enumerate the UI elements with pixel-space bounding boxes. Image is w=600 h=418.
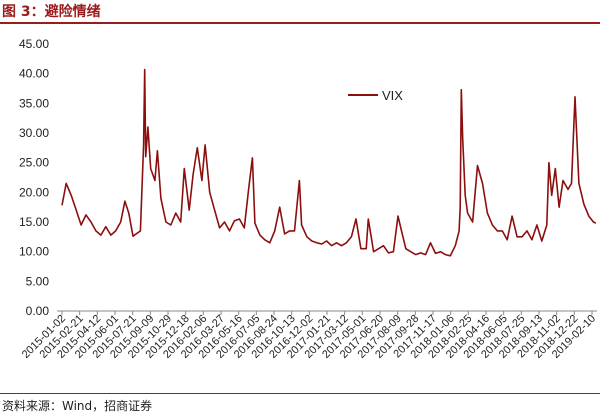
y-tick-label: 5.00 [26,274,50,288]
y-tick-label: 40.00 [19,67,49,81]
y-tick-label: 0.00 [26,304,50,318]
legend: VIX [348,88,403,103]
vix-series-line [61,68,597,257]
source-note: 资料来源：Wind，招商证券 [2,399,153,413]
source-rule [0,393,600,394]
title-rule [0,22,600,24]
y-tick-label: 25.00 [19,156,49,170]
y-tick-label: 15.00 [19,215,49,229]
figure-title: 图 3：避险情绪 [2,4,101,20]
series-layer [61,68,597,257]
y-tick-label: 20.00 [19,185,49,199]
y-tick-label: 35.00 [19,96,49,110]
y-tick-label: 10.00 [19,245,49,259]
vix-line-chart: 0.00 5.00 10.00 15.00 20.00 25.00 30.00 35.00 40… [19,37,598,361]
x-axis: 2015-01-022015-02-212015-04-122015-06-01… [20,310,598,361]
y-axis: 0.00 5.00 10.00 15.00 20.00 25.00 30.00 35.00 40… [19,37,49,318]
y-tick-label: 45.00 [19,37,49,51]
legend-label: VIX [382,88,403,103]
y-tick-label: 30.00 [19,126,49,140]
